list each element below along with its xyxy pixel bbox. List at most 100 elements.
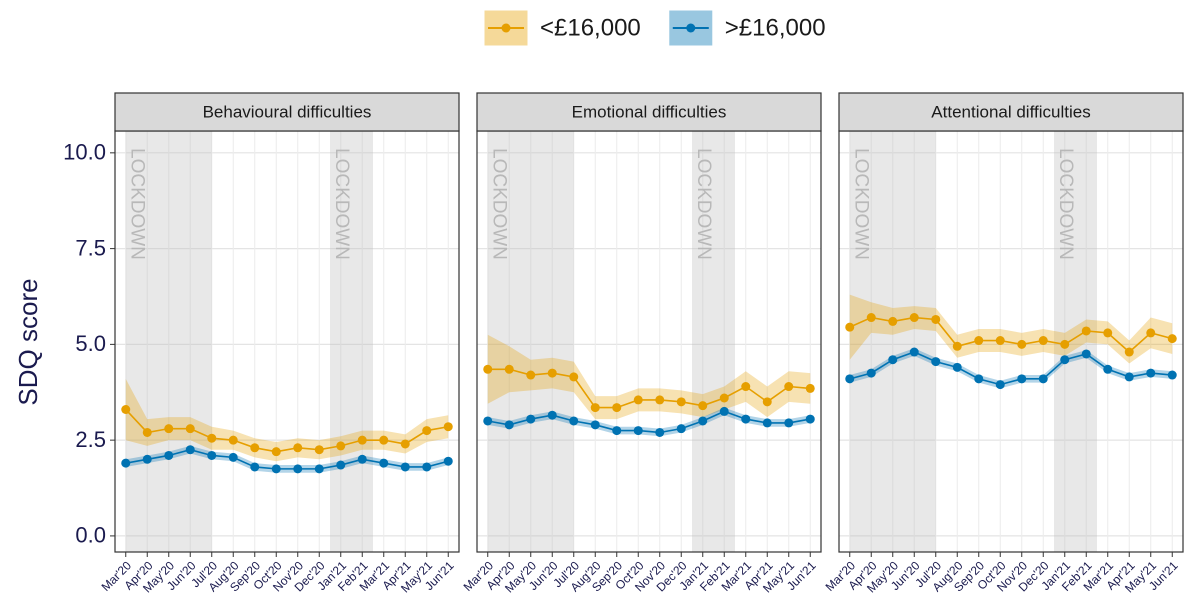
data-point (1038, 374, 1048, 384)
series-line (125, 408, 449, 453)
data-point (952, 341, 962, 351)
legend-label: <£16,000 (540, 14, 641, 41)
data-point (547, 368, 557, 378)
data-point (1146, 328, 1156, 338)
facet-title: Behavioural difficulties (203, 102, 372, 121)
data-point (909, 313, 919, 323)
data-point (228, 452, 238, 462)
data-point (1124, 347, 1134, 357)
data-point (526, 370, 536, 380)
lockdown-label: LOCKDOWN (331, 148, 352, 260)
data-point (845, 374, 855, 384)
data-point (995, 380, 1005, 390)
data-point (805, 414, 815, 424)
y-tick-label: 2.5 (75, 427, 106, 452)
data-point (185, 445, 195, 455)
data-point (1103, 328, 1113, 338)
data-point (569, 416, 579, 426)
data-point (271, 464, 281, 474)
series-line (125, 448, 449, 470)
data-point (888, 316, 898, 326)
facet-strip (476, 92, 822, 132)
data-point (698, 416, 708, 426)
data-point (866, 368, 876, 378)
data-point (633, 395, 643, 405)
data-point (422, 462, 432, 472)
data-point (121, 404, 131, 414)
data-point (931, 314, 941, 324)
data-point (784, 382, 794, 392)
data-point (762, 397, 772, 407)
data-point (207, 450, 217, 460)
data-point (1060, 355, 1070, 365)
data-point (228, 435, 238, 445)
data-point (1081, 349, 1091, 359)
data-point (698, 401, 708, 411)
data-point (250, 462, 260, 472)
data-point (422, 426, 432, 436)
data-point (357, 435, 367, 445)
lockdown-label: LOCKDOWN (851, 148, 872, 260)
data-point (400, 439, 410, 449)
lockdown-band (487, 131, 574, 552)
data-point (164, 450, 174, 460)
panel-background (839, 131, 1183, 552)
data-point (357, 454, 367, 464)
lockdown-label: LOCKDOWN (1055, 148, 1076, 260)
data-point (547, 410, 557, 420)
data-point (741, 382, 751, 392)
data-point (569, 372, 579, 382)
data-point (655, 427, 665, 437)
data-point (805, 383, 815, 393)
data-point (483, 416, 493, 426)
data-point (952, 362, 962, 372)
y-axis-label: SDQ score (13, 278, 43, 405)
data-point (1146, 368, 1156, 378)
lockdown-band (330, 131, 373, 552)
data-point (504, 364, 514, 374)
lockdown-label: LOCKDOWN (489, 148, 510, 260)
data-point (250, 443, 260, 453)
series-line (487, 368, 811, 409)
data-point (719, 393, 729, 403)
lockdown-band (125, 131, 212, 552)
data-point (207, 433, 217, 443)
data-point (293, 464, 303, 474)
data-point (590, 403, 600, 413)
confidence-band (125, 445, 449, 473)
data-point (142, 454, 152, 464)
data-point (400, 462, 410, 472)
lockdown-band (849, 131, 936, 552)
facet-strip (838, 92, 1184, 132)
data-point (504, 420, 514, 430)
data-point (719, 406, 729, 416)
data-point (590, 420, 600, 430)
data-point (1017, 374, 1027, 384)
data-point (379, 458, 389, 468)
legend-dot (501, 23, 511, 33)
data-point (762, 418, 772, 428)
data-point (293, 443, 303, 453)
data-point (612, 426, 622, 436)
y-tick-label: 0.0 (75, 523, 106, 548)
data-point (974, 374, 984, 384)
series-line (487, 410, 811, 434)
data-point (142, 427, 152, 437)
data-point (1081, 326, 1091, 336)
data-point (271, 447, 281, 457)
confidence-band (487, 334, 811, 420)
panel-background (477, 131, 821, 552)
legend: <£16,000 >£16,000 (483, 9, 826, 47)
data-point (845, 322, 855, 332)
y-tick-label: 10.0 (63, 140, 106, 165)
y-tick-label: 7.5 (75, 235, 106, 260)
lockdown-band (692, 131, 735, 552)
series-line (849, 351, 1173, 386)
data-point (336, 441, 346, 451)
lockdown-label: LOCKDOWN (693, 148, 714, 260)
data-point (443, 422, 453, 432)
data-point (676, 397, 686, 407)
panel-background (115, 131, 459, 552)
data-point (1167, 370, 1177, 380)
